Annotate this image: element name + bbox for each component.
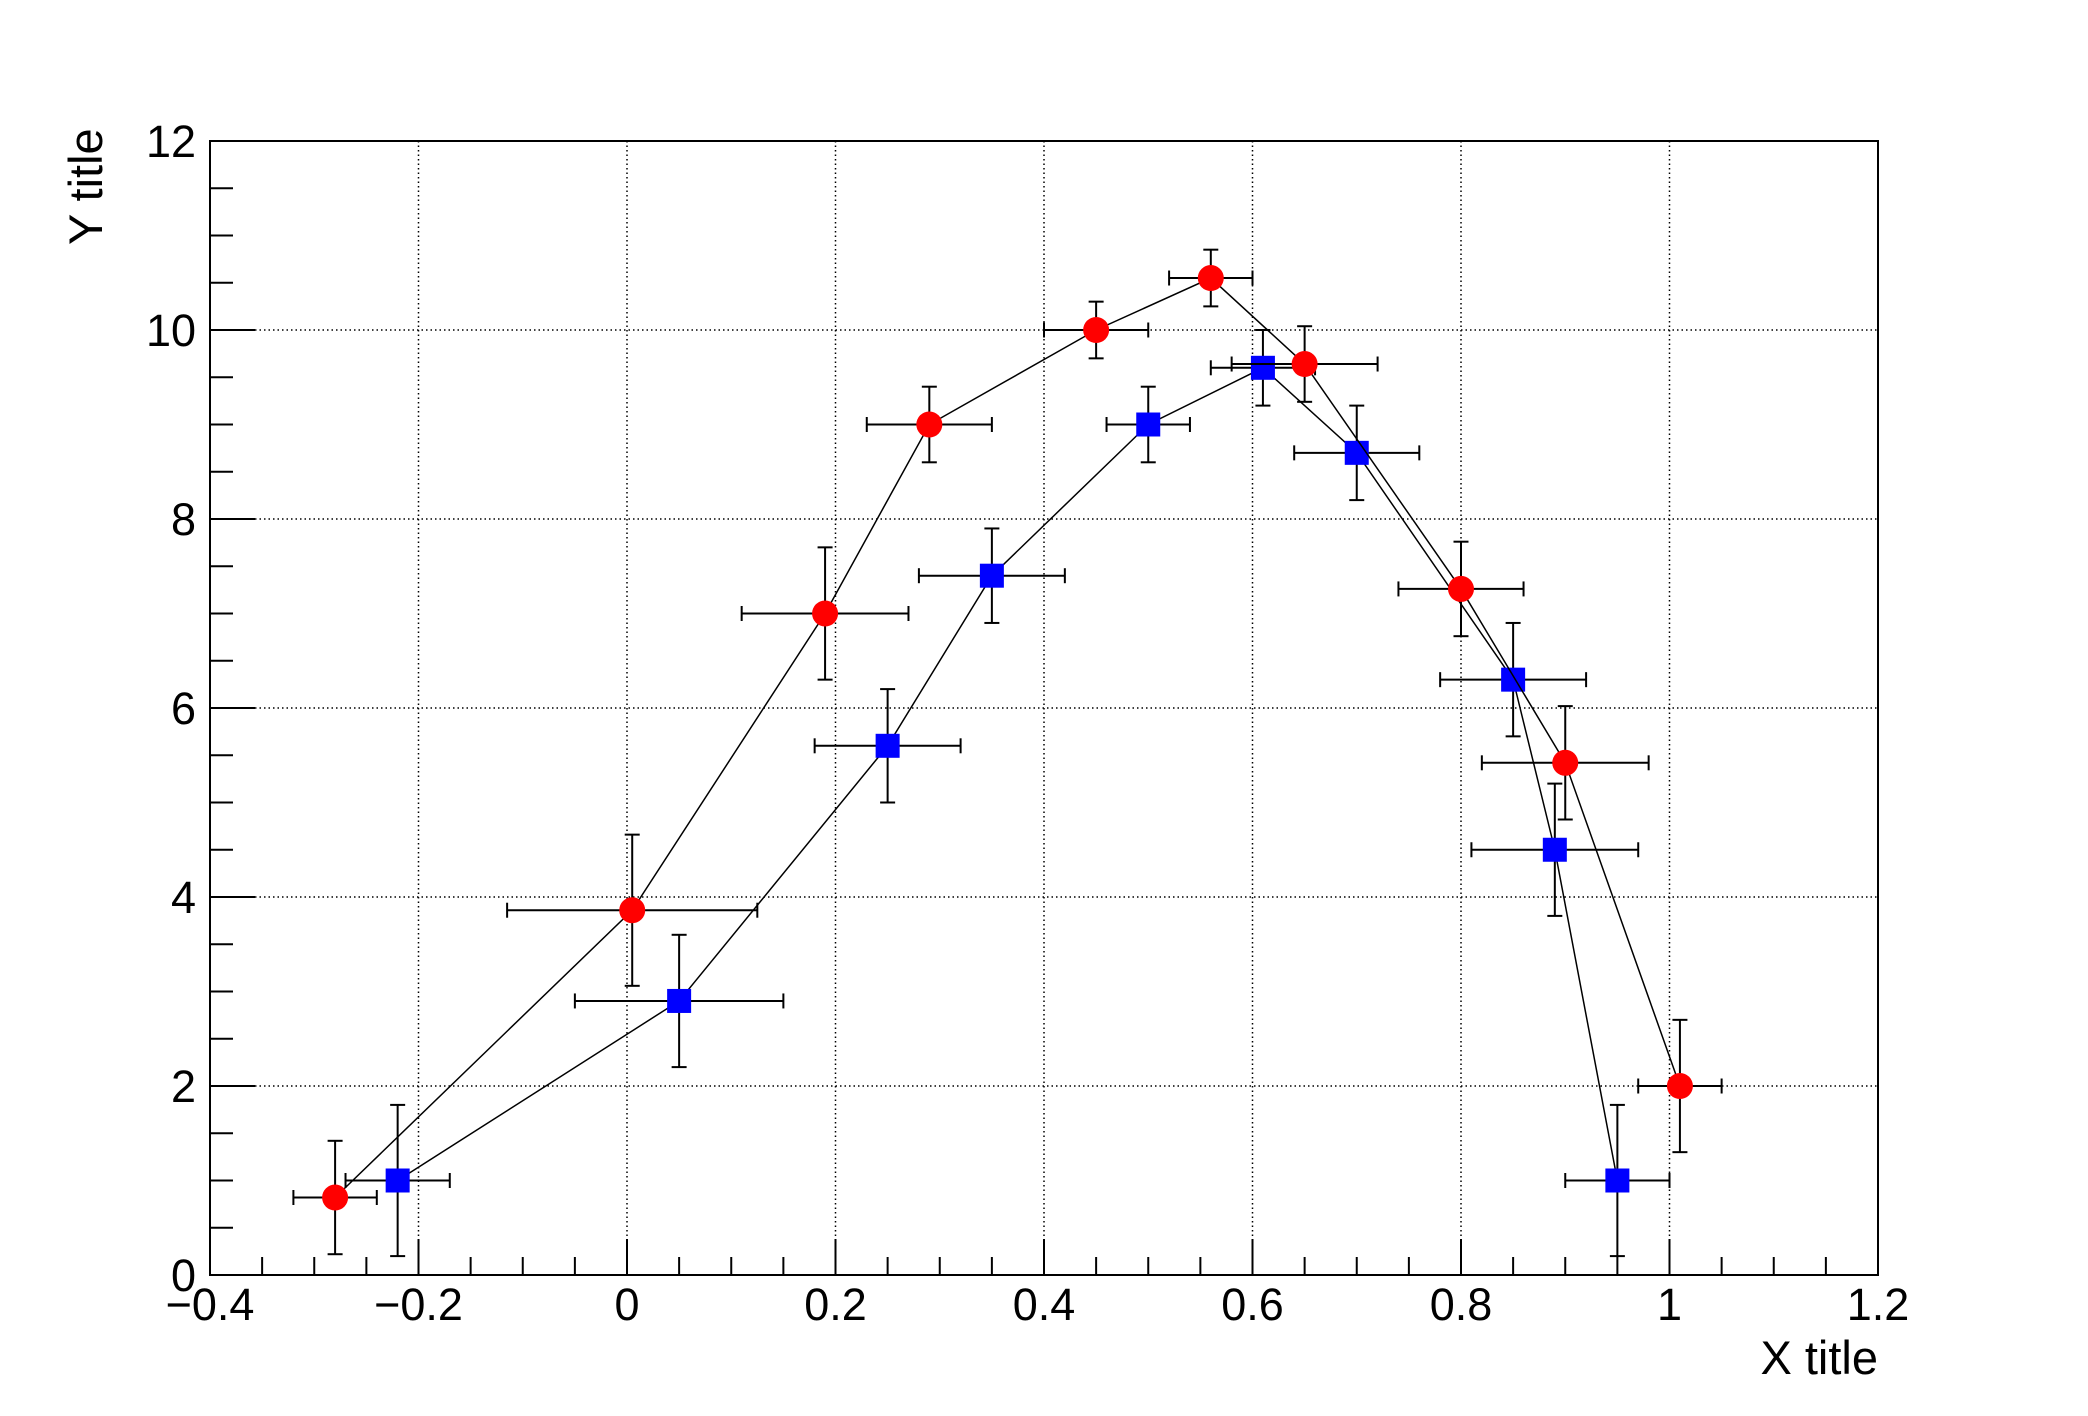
x-tick-label: −0.2 bbox=[374, 1279, 463, 1330]
marker-red-circle bbox=[1666, 1073, 1693, 1099]
x-tick-label: 1.2 bbox=[1847, 1279, 1910, 1330]
series-graph1-blue-squares bbox=[344, 329, 1671, 1258]
y-tick-label: 10 bbox=[146, 305, 196, 356]
marker-red-circle bbox=[1552, 749, 1579, 776]
x-tick-label: 0 bbox=[614, 1279, 639, 1330]
marker-blue-square bbox=[667, 988, 692, 1013]
marker-red-circle bbox=[916, 411, 943, 438]
marker-blue-square bbox=[1542, 837, 1567, 862]
tick-labels: −0.4 −0.2 0 0.2 0.4 0.6 0.8 1 1.2 0 2 4 6 8 10 12 bbox=[146, 116, 1909, 1330]
marker-red-circle bbox=[812, 600, 839, 627]
marker-blue-square bbox=[979, 563, 1004, 588]
y-tick-label: 2 bbox=[171, 1061, 196, 1112]
marker-blue-square bbox=[1250, 355, 1275, 380]
gridlines bbox=[210, 141, 1878, 1275]
x-tick-label: 1 bbox=[1657, 1279, 1682, 1330]
marker-red-circle bbox=[322, 1184, 349, 1211]
marker-blue-square bbox=[385, 1168, 410, 1193]
x-tick-label: 0.4 bbox=[1013, 1279, 1076, 1330]
y-tick-label: 4 bbox=[171, 872, 196, 923]
x-tick-label: 0.6 bbox=[1221, 1279, 1284, 1330]
y-tick-label: 12 bbox=[146, 116, 196, 167]
marker-blue-square bbox=[1605, 1168, 1630, 1193]
series-graph2-red-circles bbox=[292, 248, 1723, 1256]
y-tick-label: 6 bbox=[171, 683, 196, 734]
y-tick-label: 0 bbox=[171, 1250, 196, 1301]
marker-blue-square bbox=[1344, 440, 1369, 465]
marker-red-circle bbox=[1291, 351, 1318, 378]
series-line bbox=[397, 366, 1619, 1182]
marker-blue-square bbox=[1136, 412, 1161, 437]
y-axis-title: Y title bbox=[59, 128, 112, 245]
marker-red-circle bbox=[1448, 575, 1474, 602]
marker-red-circle bbox=[1197, 265, 1224, 292]
series-line bbox=[334, 277, 1681, 1199]
x-tick-label: −0.4 bbox=[166, 1279, 255, 1330]
axis-ticks bbox=[209, 140, 1879, 1276]
y-tick-label: 8 bbox=[171, 494, 196, 545]
marker-red-circle bbox=[619, 897, 646, 924]
marker-red-circle bbox=[1083, 317, 1110, 343]
x-tick-label: 0.8 bbox=[1430, 1279, 1493, 1330]
x-tick-label: 0.2 bbox=[804, 1279, 867, 1330]
marker-blue-square bbox=[1501, 667, 1526, 692]
marker-blue-square bbox=[875, 733, 900, 758]
x-axis-title: X title bbox=[1760, 1331, 1878, 1384]
